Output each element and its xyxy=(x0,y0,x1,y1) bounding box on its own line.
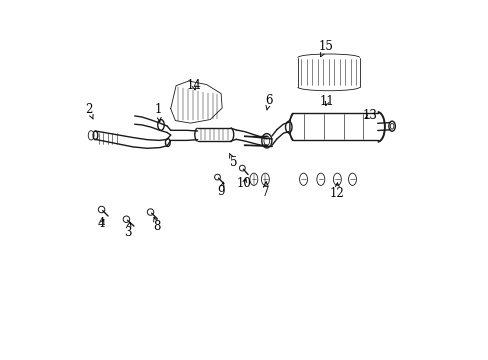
Text: 8: 8 xyxy=(153,217,161,233)
Text: 10: 10 xyxy=(237,177,251,190)
Text: 1: 1 xyxy=(154,103,162,122)
Text: 3: 3 xyxy=(123,222,131,239)
Text: 13: 13 xyxy=(362,109,376,122)
Text: 12: 12 xyxy=(329,183,344,200)
Text: 14: 14 xyxy=(186,79,201,92)
Text: 2: 2 xyxy=(85,103,93,119)
Text: 4: 4 xyxy=(98,217,105,230)
Text: 9: 9 xyxy=(217,182,224,198)
Text: 5: 5 xyxy=(229,153,237,169)
Text: 7: 7 xyxy=(262,182,269,199)
Text: 15: 15 xyxy=(318,40,333,57)
Text: 6: 6 xyxy=(264,94,272,110)
Text: 11: 11 xyxy=(319,95,334,108)
